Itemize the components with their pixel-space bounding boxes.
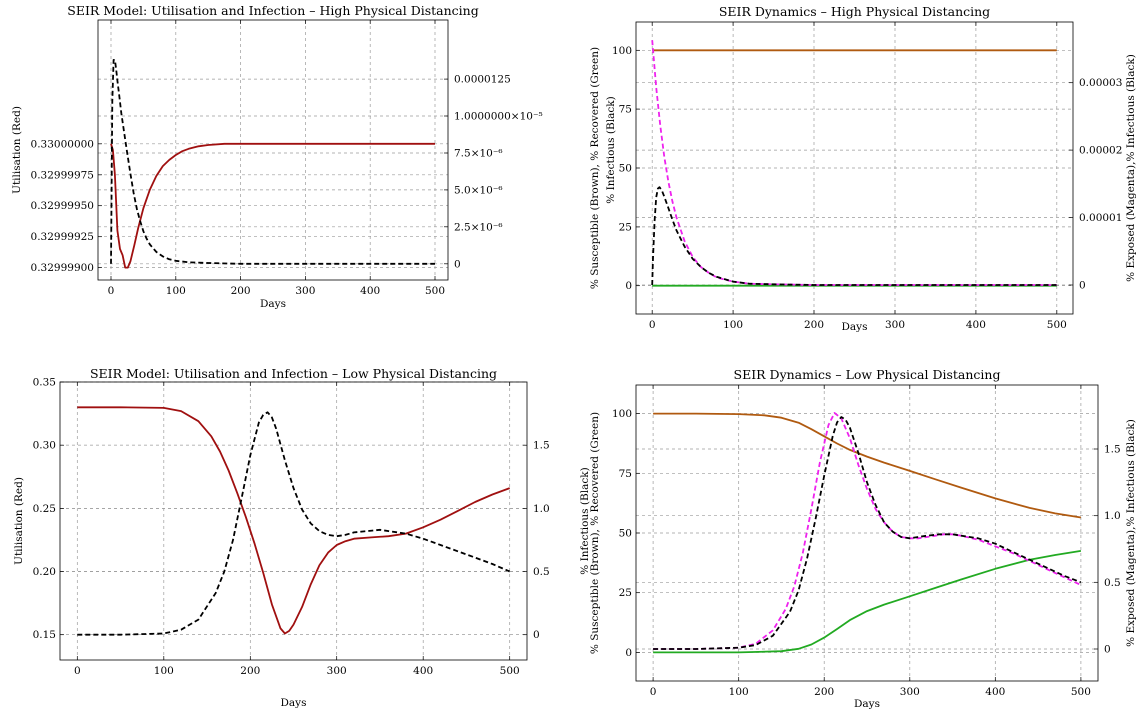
series-line-1 [110,142,435,269]
y-tick-label: 0.32999900 [31,262,94,274]
y-tick-label: 100 [612,408,632,420]
series-line-1 [653,412,1082,519]
y2-tick-label: 1.5 [533,440,550,452]
x-tick-label: 300 [327,665,347,677]
x-tick-label: 100 [723,319,743,331]
x-tick-label: 0 [74,665,81,677]
x-axis-label: Days [260,298,286,310]
y2-axis-label: % Exposed (Magenta),% Infectious (Black) [1125,54,1137,282]
y-tick-label: 0.32999925 [31,231,94,243]
x-tick-label: 500 [425,285,445,297]
chart-panel-4: 0 100 200 300 400 500 0 25 50 75 100 0 0.5 1.0 1.5 SEIR… [589,367,1137,710]
y2-tick-label: 0.5 [533,566,550,578]
y2-axis-label: % Infectious (Black) [579,467,591,574]
x-tick-label: 200 [240,665,260,677]
y2-tick-label: 1.0 [1104,510,1121,522]
x-tick-label: 100 [154,665,174,677]
x-tick-label: 300 [295,285,315,297]
y-axis-label: % Susceptible (Brown), % Recovered (Gree… [589,47,601,289]
x-axis-label: Days [281,697,307,709]
y2-tick-label: 0 [533,629,540,641]
chart-panel-1: 0 100 200 300 400 500 0.32999900 0.32999925 0.32… [11,3,617,310]
x-tick-label: 0 [649,319,656,331]
y2-tick-label: 0.00002 [1079,145,1122,157]
y-tick-label: 0 [625,280,632,292]
y-tick-label: 0.32999975 [31,169,94,181]
y2-axis-label: % Exposed (Magenta),% Infectious (Black) [1125,419,1137,647]
y-tick-label: 50 [619,528,632,540]
y2-tick-label: 0.5 [1104,577,1121,589]
y-axis-label: % Susceptible (Brown), % Recovered (Gree… [589,412,601,654]
x-axis-label: Days [854,698,880,710]
chart-title: SEIR Model: Utilisation and Infection – … [67,3,479,18]
y2-tick-label: 0.0000125 [454,74,511,86]
y2-tick-label: 0.00001 [1079,212,1122,224]
x-tick-label: 200 [231,285,251,297]
y-tick-label: 25 [619,587,632,599]
y2-tick-label: 7.5×10⁻⁶ [454,148,503,160]
y-tick-label: 0.15 [33,629,56,641]
series-line-3 [653,412,1082,650]
y2-tick-label: 1.0000000×10⁻⁵ [454,111,543,123]
y-tick-label: 0.33000000 [31,138,94,150]
y2-tick-label: 5.0×10⁻⁶ [454,184,503,196]
series-line-4 [653,416,1082,650]
y-tick-label: 75 [619,104,632,116]
y-tick-label: 0.30 [33,440,56,452]
y-tick-label: 0.20 [33,566,56,578]
chart-panel-3: 0 100 200 300 400 500 0.15 0.20 0.25 0.30 0.35 0 0.5… [13,366,591,709]
x-tick-label: 100 [729,686,749,698]
y2-tick-label: 0 [1104,644,1111,656]
series-line-2 [653,550,1082,654]
x-tick-label: 0 [108,285,115,297]
x-tick-label: 500 [500,665,520,677]
chart-title: SEIR Dynamics – Low Physical Distancing [734,367,1001,382]
y2-axis-label: % Infectious (Black) [605,96,617,203]
y-tick-label: 0 [625,647,632,659]
y-tick-label: 100 [612,45,632,57]
x-tick-label: 500 [1047,319,1067,331]
y-tick-label: 0.32999950 [31,200,94,212]
y2-tick-label: 2.5×10⁻⁶ [454,221,503,233]
y-axis-label: Utilisation (Red) [13,477,25,565]
y-tick-label: 50 [619,163,632,175]
x-axis-label: Days [842,321,868,333]
x-tick-label: 100 [166,285,186,297]
x-tick-label: 400 [985,686,1005,698]
series-line-4 [651,186,1057,286]
y-tick-label: 25 [619,221,632,233]
x-tick-label: 300 [900,686,920,698]
y-axis-label: Utilisation (Red) [11,106,23,194]
series-line-3 [651,40,1057,286]
series-line-2 [77,411,511,636]
plot-frame [97,19,449,281]
y2-tick-label: 1.0 [533,503,550,515]
y2-tick-label: 0 [454,258,461,270]
y-tick-label: 0.25 [33,503,56,515]
x-tick-label: 500 [1071,686,1091,698]
chart-title: SEIR Model: Utilisation and Infection – … [90,366,497,381]
y-tick-label: 0.35 [33,377,56,389]
x-tick-label: 400 [966,319,986,331]
series-line-1 [77,406,511,635]
x-tick-label: 200 [814,686,834,698]
y2-tick-label: 0.00003 [1079,77,1122,89]
y2-tick-label: 0 [1079,280,1086,292]
x-tick-label: 300 [885,319,905,331]
x-tick-label: 400 [413,665,433,677]
chart-title: SEIR Dynamics – High Physical Distancing [719,4,990,19]
x-tick-label: 0 [650,686,657,698]
x-tick-label: 200 [804,319,824,331]
series-line-2 [110,59,435,265]
y2-tick-label: 1.5 [1104,444,1121,456]
y-tick-label: 75 [619,468,632,480]
plot-frame [59,381,528,661]
x-tick-label: 400 [360,285,380,297]
chart-panel-2: 0 100 200 300 400 500 0 25 50 75 100 0 0.00001 0.0000… [589,4,1137,333]
